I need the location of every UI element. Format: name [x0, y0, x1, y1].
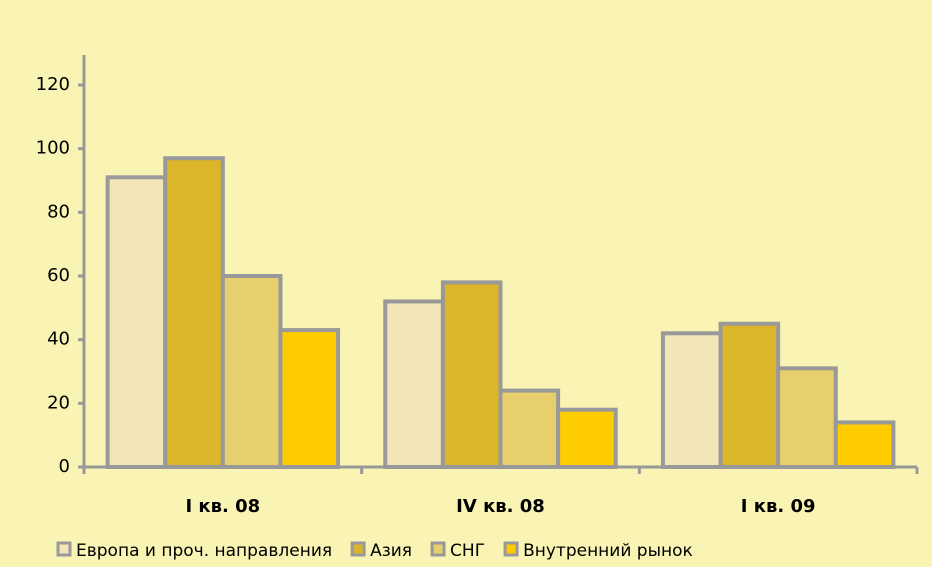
- bar: [718, 321, 781, 469]
- legend-label: Внутренний рынок: [523, 541, 693, 561]
- bar: [278, 328, 341, 469]
- legend-label: Азия: [370, 541, 412, 561]
- y-tick-label: 60: [47, 265, 70, 286]
- bar: [383, 299, 445, 470]
- bar: [498, 388, 561, 470]
- bar: [833, 420, 896, 469]
- x-tick-label: I кв. 09: [741, 496, 816, 517]
- legend-swatch: [503, 541, 519, 557]
- legend-swatch: [350, 541, 366, 557]
- x-tick-label: IV кв. 08: [456, 496, 545, 517]
- legend-swatch: [430, 541, 446, 557]
- bar: [163, 156, 225, 469]
- bar: [660, 331, 723, 469]
- y-tick-label: 100: [36, 138, 70, 159]
- bar: [105, 175, 168, 469]
- legend-label: СНГ: [450, 541, 485, 561]
- y-tick-label: 0: [59, 456, 70, 477]
- bar: [440, 280, 503, 469]
- bar: [556, 407, 618, 470]
- bar: [220, 274, 283, 469]
- bar: [776, 366, 838, 470]
- y-tick-label: 40: [47, 329, 70, 350]
- y-tick-label: 120: [36, 74, 70, 95]
- legend-swatch: [56, 541, 72, 557]
- legend-label: Европа и проч. направления: [76, 541, 332, 561]
- x-tick-label: I кв. 08: [185, 496, 260, 517]
- y-tick-label: 20: [47, 392, 70, 413]
- y-tick-label: 80: [47, 201, 70, 222]
